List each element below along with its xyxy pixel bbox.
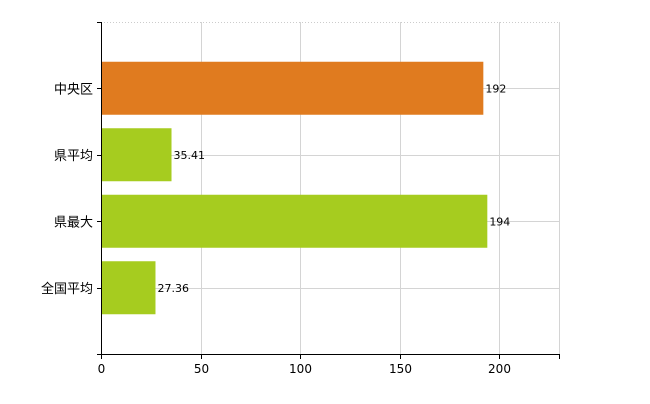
data-label-1: 35.41 <box>174 149 206 162</box>
x-tick-label-100: 100 <box>289 362 312 376</box>
data-label-2: 194 <box>489 215 510 228</box>
bar-3 <box>102 261 156 315</box>
bars <box>102 61 488 315</box>
labels: 192 中央区 35.41 県平均 194 県最大 27.36 全国平均 0 50 100 150 20… <box>41 82 511 376</box>
category-label-1: 県平均 <box>54 149 93 164</box>
data-label-0: 192 <box>485 82 506 95</box>
category-label-0: 中央区 <box>54 82 93 97</box>
axes <box>97 22 560 359</box>
data-label-3: 27.36 <box>157 282 189 295</box>
category-label-3: 全国平均 <box>41 281 93 297</box>
bar-1 <box>102 128 172 182</box>
x-tick-label-150: 150 <box>389 362 412 376</box>
bar-0 <box>102 61 484 115</box>
x-tick-label-200: 200 <box>488 362 511 376</box>
bar-2 <box>102 194 488 248</box>
x-tick-label-50: 50 <box>194 362 209 376</box>
x-tick-label-0: 0 <box>98 362 106 376</box>
category-label-2: 県最大 <box>54 215 93 230</box>
